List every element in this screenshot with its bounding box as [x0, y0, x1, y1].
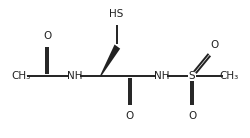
- Text: CH₃: CH₃: [219, 71, 238, 81]
- Text: O: O: [188, 111, 196, 121]
- Polygon shape: [100, 45, 120, 76]
- Text: O: O: [43, 30, 52, 41]
- Text: O: O: [126, 111, 134, 121]
- Text: NH: NH: [154, 71, 169, 81]
- Text: S: S: [189, 71, 196, 81]
- Text: HS: HS: [109, 10, 123, 19]
- Text: NH: NH: [67, 71, 82, 81]
- Text: O: O: [211, 40, 219, 50]
- Text: CH₃: CH₃: [12, 71, 31, 81]
